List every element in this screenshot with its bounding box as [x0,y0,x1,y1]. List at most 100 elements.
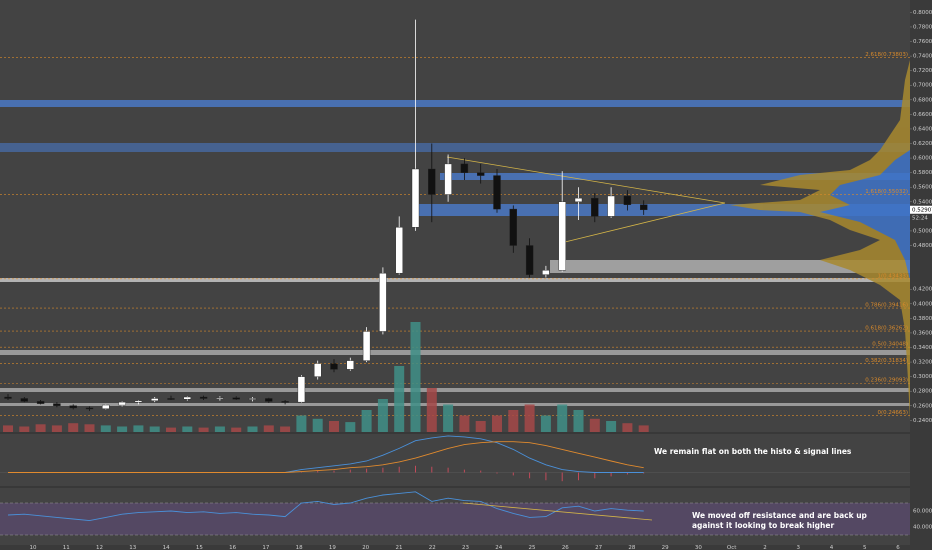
volume-bar [589,418,600,432]
rsi-pane [0,491,912,536]
x-tick-label: 20 [362,545,369,550]
rsi-line [7,491,644,522]
x-tick-label: 19 [329,545,336,550]
volume-bar [345,422,356,432]
candle-body [591,197,599,217]
x-tick-label: 2 [763,545,767,550]
candle-body [69,405,77,409]
volume-bar [182,426,193,432]
volume-bar [51,425,62,432]
zone [0,143,910,152]
candle-body [20,398,28,402]
candle-body [85,407,94,410]
y-tick-label: 0.24000 [913,418,932,424]
x-tick-label: 26 [562,545,569,550]
volume-bar [361,410,372,432]
time-axis [0,545,932,550]
candle-body [265,398,273,402]
annotation: We remain flat on both the histo & signa… [654,447,852,456]
fib-label: 0.786(0.39416) [865,303,908,309]
zone [0,388,910,392]
trendline [564,202,726,243]
zone [0,403,910,406]
candle-body [623,195,632,205]
rsi-band [0,503,910,535]
fib-levels: 2.618(0.73803) 1.618(0.55032) 1(0.43433) 0.… [0,52,910,416]
candle-body [248,398,257,400]
volume-bar [443,404,454,432]
volume-bar [68,423,79,432]
volume-bar [312,418,323,432]
zone [0,100,910,107]
volume-bar [475,421,486,432]
candle-body [640,204,648,211]
volume-bar [296,415,307,432]
x-tick-label: Oct [727,545,737,550]
candle-body [346,360,354,370]
candle-body [53,403,61,406]
candle-body [314,363,322,377]
volume-bar [638,425,649,432]
candle-body [232,397,240,400]
volume-bar [133,425,144,432]
signal-line [8,441,644,473]
volume-bar [247,426,258,432]
x-tick-label: 14 [163,545,170,550]
volume-bar [231,427,242,432]
candle-body [428,168,436,195]
triangle [446,156,726,243]
volume-bar [377,399,388,432]
x-tick-label: 16 [229,545,236,550]
volume-bar [508,410,519,432]
x-tick-label: 10 [30,545,37,550]
x-tick-label: 5 [863,545,867,550]
candle-body [183,396,192,400]
volume-bar [263,425,274,432]
candle-body [460,163,469,173]
candle-body [607,195,615,217]
trendline [446,156,726,204]
x-tick-label: 25 [529,545,536,550]
countdown: 52:24 [912,215,928,221]
fib-label: 0.236(0.29093) [865,378,908,384]
price-axis [910,0,932,550]
candle-body [281,401,289,403]
annotation: against it looking to break higher [692,521,834,530]
candle-body [444,163,452,195]
x-tick-label: 22 [429,545,436,550]
zone [440,173,910,180]
annotation: We moved off resistance and are back up [692,511,868,520]
candle-body [102,404,110,409]
x-tick-label: 11 [63,545,70,550]
candle-body [558,201,566,271]
volume-bar [492,415,502,432]
macd-pane: 0.00000 [0,435,932,482]
candle-body [379,272,387,332]
fib-label: 1.618(0.55032) [865,189,908,195]
volume-bar [540,415,551,432]
candle-body [118,401,126,406]
fib-label: 1(0.43433) [877,273,908,279]
x-tick-label: 17 [262,545,269,550]
volume-bar [459,415,470,432]
x-tick-label: 13 [129,545,136,550]
candle-body [150,398,159,401]
volume-bar [198,427,209,432]
x-tick-label: 15 [196,545,203,550]
